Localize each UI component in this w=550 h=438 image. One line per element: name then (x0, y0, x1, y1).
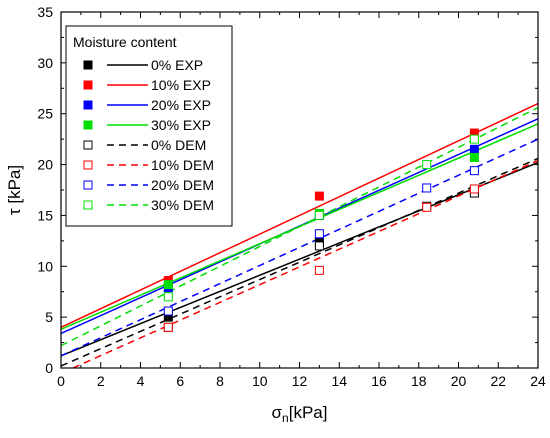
fit-line-10pct-exp (61, 102, 538, 328)
legend-marker-30pct-exp (83, 120, 93, 130)
x-tick-label: 24 (530, 373, 546, 389)
legend-title: Moisture content (73, 34, 177, 50)
point-20pct-dem (469, 166, 479, 176)
legend-label-30pct-exp: 30% EXP (151, 117, 211, 133)
fit-line-20pct-dem (61, 138, 538, 357)
point-0pct-dem (314, 241, 324, 251)
point-10pct-dem (422, 202, 432, 212)
x-tick-label: 14 (331, 373, 347, 389)
point-30pct-exp (469, 152, 479, 162)
y-tick-label: 0 (45, 360, 53, 376)
plot-frame (60, 11, 539, 369)
legend-box (65, 25, 233, 227)
fit-lines (61, 102, 538, 368)
x-tick-label: 4 (137, 373, 145, 389)
point-20pct-dem (422, 183, 432, 193)
x-tick-label: 20 (451, 373, 467, 389)
legend-marker-30pct-dem (83, 200, 93, 210)
legend-marker-0pct-exp (83, 60, 93, 70)
point-10pct-exp (314, 191, 324, 201)
fit-line-10pct-dem (72, 159, 538, 368)
point-20pct-exp (469, 144, 479, 154)
point-30pct-dem (422, 160, 432, 170)
legend-marker-20pct-dem (83, 180, 93, 190)
legend-label-10pct-dem: 10% DEM (151, 157, 214, 173)
fit-line-0pct-dem (61, 157, 538, 367)
x-tick-label: 18 (411, 373, 427, 389)
legend: Moisture content 0% EXP 10% EXP 20% EXP 30% … (65, 25, 233, 227)
x-tick-label: 10 (252, 373, 268, 389)
y-tick-label: 25 (37, 106, 53, 122)
legend-marker-0pct-dem (83, 140, 93, 150)
x-tick-label: 16 (371, 373, 387, 389)
y-tick-label: 10 (37, 258, 53, 274)
x-tick-label: 12 (292, 373, 308, 389)
legend-marker-20pct-exp (83, 100, 93, 110)
point-20pct-dem (314, 229, 324, 239)
legend-label-0pct-dem: 0% DEM (151, 137, 206, 153)
point-10pct-dem (163, 322, 173, 332)
point-10pct-dem (314, 265, 324, 275)
x-tick-label: 22 (490, 373, 506, 389)
legend-marker-10pct-dem (83, 160, 93, 170)
fit-line-30pct-dem (61, 106, 538, 347)
data-points (163, 128, 479, 332)
legend-label-20pct-exp: 20% EXP (151, 97, 211, 113)
x-tick-label: 0 (57, 373, 65, 389)
point-10pct-dem (469, 184, 479, 194)
legend-label-20pct-dem: 20% DEM (151, 177, 214, 193)
legend-label-10pct-exp: 10% EXP (151, 77, 211, 93)
point-30pct-dem (314, 210, 324, 220)
y-tick-label: 35 (37, 4, 53, 20)
point-30pct-dem (163, 292, 173, 302)
y-tick-label: 15 (37, 207, 53, 223)
legend-label-30pct-dem: 30% DEM (151, 197, 214, 213)
x-tick-label: 8 (216, 373, 224, 389)
legend-label-0pct-exp: 0% EXP (151, 57, 203, 73)
y-axis-label: τ [kPa] (5, 165, 24, 215)
y-tick-label: 20 (37, 157, 53, 173)
x-tick-label: 2 (97, 373, 105, 389)
legend-marker-10pct-exp (83, 80, 93, 90)
x-axis-label: σn[kPa] (272, 403, 328, 425)
fit-line-0pct-exp (61, 161, 538, 357)
point-30pct-exp (163, 280, 173, 290)
point-20pct-dem (163, 306, 173, 316)
y-tick-label: 5 (45, 309, 53, 325)
y-tick-label: 30 (37, 55, 53, 71)
x-tick-label: 6 (176, 373, 184, 389)
point-30pct-dem (469, 134, 479, 144)
